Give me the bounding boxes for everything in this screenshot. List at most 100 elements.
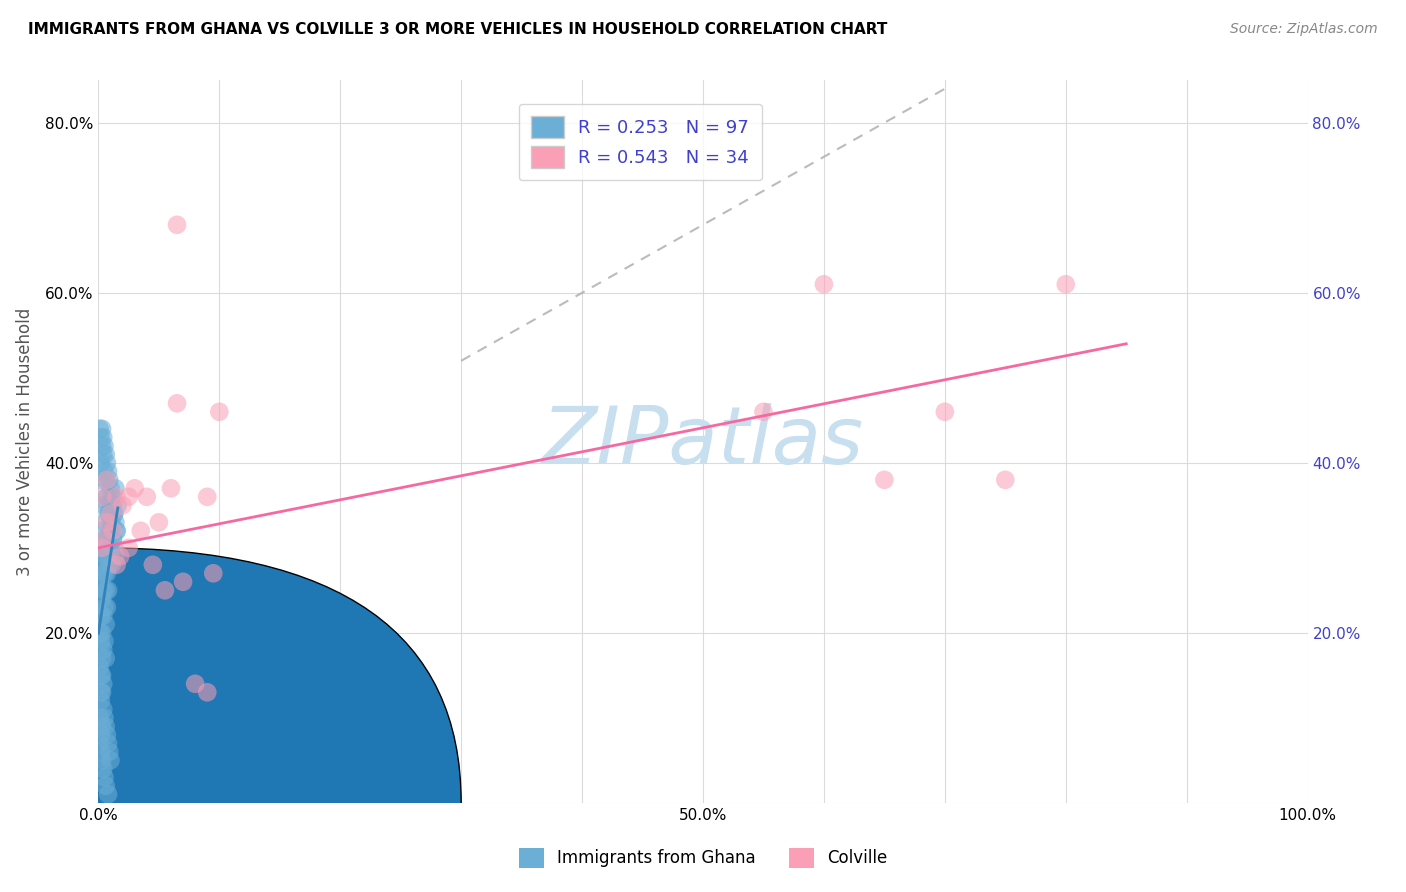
Point bbox=[100, 490, 122, 504]
Point bbox=[94, 779, 117, 793]
Point bbox=[91, 430, 114, 444]
Point bbox=[118, 490, 141, 504]
Point bbox=[100, 507, 122, 521]
Point bbox=[94, 583, 117, 598]
Point bbox=[98, 473, 121, 487]
Point bbox=[98, 524, 121, 538]
Point bbox=[93, 634, 115, 648]
Point bbox=[107, 498, 129, 512]
Point bbox=[89, 660, 111, 674]
Point bbox=[100, 558, 122, 572]
Point bbox=[96, 490, 118, 504]
Point bbox=[89, 736, 111, 750]
Point bbox=[94, 516, 117, 530]
Point bbox=[97, 464, 120, 478]
Point bbox=[101, 533, 124, 547]
Point bbox=[100, 524, 122, 538]
Point bbox=[94, 617, 117, 632]
Point bbox=[100, 481, 122, 495]
Point bbox=[91, 651, 114, 665]
Point bbox=[1054, 277, 1077, 292]
Point bbox=[104, 481, 127, 495]
Point bbox=[103, 541, 125, 555]
Point bbox=[184, 677, 207, 691]
Point bbox=[91, 677, 114, 691]
Point bbox=[90, 728, 112, 742]
Point bbox=[91, 447, 114, 461]
Point bbox=[90, 608, 112, 623]
Point bbox=[90, 430, 112, 444]
Point bbox=[93, 600, 115, 615]
Point bbox=[91, 753, 114, 767]
Text: Source: ZipAtlas.com: Source: ZipAtlas.com bbox=[1230, 22, 1378, 37]
Point bbox=[101, 524, 124, 538]
Point bbox=[91, 583, 114, 598]
Text: ZIPatlas: ZIPatlas bbox=[541, 402, 865, 481]
Point bbox=[934, 405, 956, 419]
Point bbox=[166, 218, 188, 232]
Point bbox=[93, 533, 115, 547]
Point bbox=[91, 439, 114, 453]
Point bbox=[101, 533, 124, 547]
Point bbox=[172, 574, 194, 589]
Point bbox=[96, 566, 118, 581]
Point bbox=[103, 507, 125, 521]
Point bbox=[101, 490, 124, 504]
Point bbox=[91, 625, 114, 640]
Point bbox=[91, 524, 114, 538]
Point bbox=[111, 498, 134, 512]
Point bbox=[96, 516, 118, 530]
Point bbox=[98, 558, 121, 572]
Point bbox=[100, 516, 122, 530]
Point bbox=[93, 533, 115, 547]
Point bbox=[166, 396, 188, 410]
Point bbox=[97, 787, 120, 801]
Point bbox=[96, 728, 118, 742]
Point bbox=[124, 481, 146, 495]
Point bbox=[160, 481, 183, 495]
Point bbox=[153, 583, 176, 598]
Point bbox=[96, 533, 118, 547]
Point bbox=[96, 600, 118, 615]
Point bbox=[103, 507, 125, 521]
Point bbox=[994, 473, 1017, 487]
Text: IMMIGRANTS FROM GHANA VS COLVILLE 3 OR MORE VEHICLES IN HOUSEHOLD CORRELATION CH: IMMIGRANTS FROM GHANA VS COLVILLE 3 OR M… bbox=[28, 22, 887, 37]
Point bbox=[873, 473, 896, 487]
Point bbox=[105, 524, 128, 538]
Point bbox=[90, 558, 112, 572]
Point bbox=[96, 456, 118, 470]
Point bbox=[105, 490, 128, 504]
Point bbox=[91, 541, 114, 555]
Point bbox=[752, 405, 775, 419]
Point bbox=[148, 516, 170, 530]
Point bbox=[90, 456, 112, 470]
Point bbox=[100, 498, 122, 512]
Point bbox=[94, 447, 117, 461]
Point bbox=[97, 583, 120, 598]
Point bbox=[91, 541, 114, 555]
Point bbox=[98, 745, 121, 759]
Point bbox=[93, 464, 115, 478]
Point bbox=[89, 625, 111, 640]
Point bbox=[105, 524, 128, 538]
Point bbox=[91, 490, 114, 504]
Point bbox=[91, 549, 114, 564]
Point bbox=[91, 591, 114, 606]
Point bbox=[91, 642, 114, 657]
Point bbox=[100, 753, 122, 767]
Point bbox=[90, 685, 112, 699]
Point bbox=[96, 473, 118, 487]
FancyBboxPatch shape bbox=[0, 548, 461, 892]
Point bbox=[108, 549, 131, 564]
Point bbox=[90, 745, 112, 759]
Point bbox=[104, 549, 127, 564]
Point bbox=[135, 490, 157, 504]
Point bbox=[100, 541, 122, 555]
Point bbox=[96, 490, 118, 504]
Point bbox=[142, 558, 165, 572]
Point bbox=[104, 516, 127, 530]
Point bbox=[195, 490, 218, 504]
Point bbox=[90, 668, 112, 682]
Point bbox=[98, 507, 121, 521]
Point bbox=[89, 711, 111, 725]
